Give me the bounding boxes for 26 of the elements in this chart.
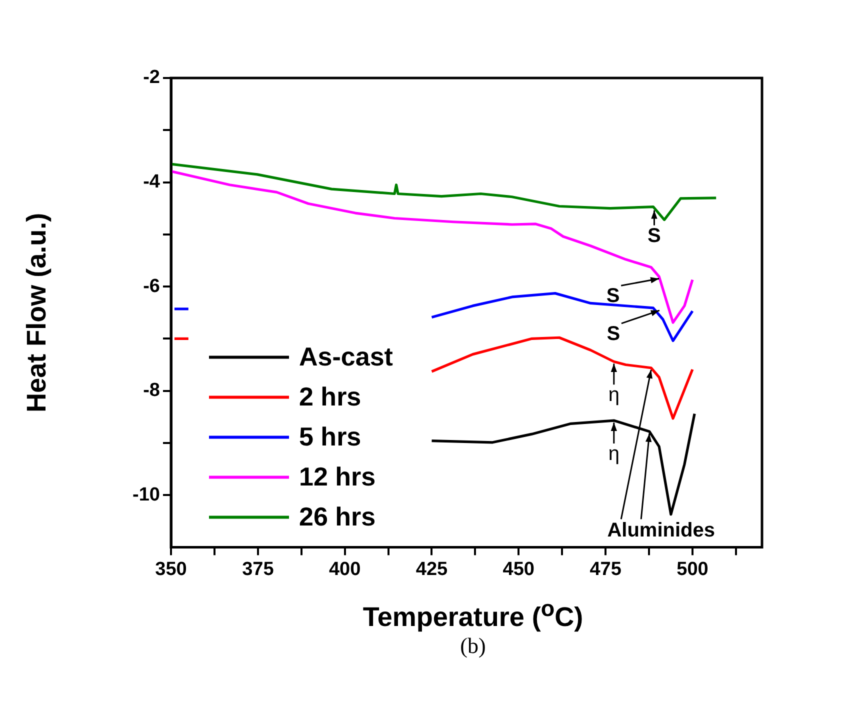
legend-label: 5 hrs [299,421,362,452]
legend-label: 26 hrs [299,501,376,532]
legend-label: 2 hrs [299,381,362,412]
y-tick-label: -6 [143,276,160,297]
annotation: S [606,285,620,308]
annotation: S [606,322,620,345]
legend-label: 12 hrs [299,461,376,492]
x-tick-label: 425 [416,558,448,580]
y-tick-label: -2 [143,67,160,88]
y-tick-label: -4 [143,172,160,192]
legend-label: As-cast [299,341,394,372]
annotation: η [608,384,620,406]
x-tick-label: 400 [328,558,361,580]
y-tick-label: -8 [143,380,160,402]
y-axis-title: Heat Flow (a.u.) [22,212,52,412]
text: (b) [459,633,487,659]
y-tick-label: -10 [132,484,160,506]
annotation: S [648,224,661,247]
x-axis-title: Temperature ($^{o}$C) [362,596,584,633]
annotation: Aluminides [607,520,715,542]
x-tick-label: 475 [590,558,622,580]
annotation: η [608,443,620,466]
x-tick-label: 375 [242,558,274,580]
x-tick-label: 450 [502,558,534,580]
x-tick-label: 500 [676,558,708,580]
x-tick-label: 350 [155,558,187,580]
